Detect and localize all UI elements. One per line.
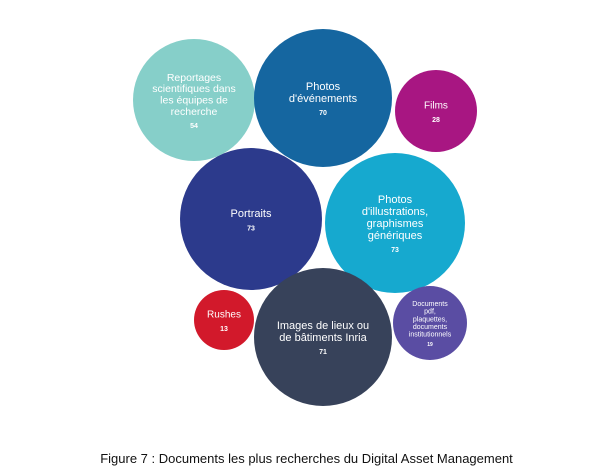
bubble-label: Images de lieux ou xyxy=(277,320,369,332)
bubble-value: 71 xyxy=(319,349,327,356)
bubble-label: recherche xyxy=(171,106,218,118)
bubble-label: Films xyxy=(424,101,448,112)
bubble-label: génériques xyxy=(368,230,423,242)
figure-caption: Figure 7 : Documents les plus recherches… xyxy=(100,451,513,466)
bubble-label: Photos xyxy=(378,194,413,206)
bubble-value: 70 xyxy=(319,110,327,117)
bubble: Documentspdf,plaquettes,documentsinstitu… xyxy=(393,286,467,360)
bubble-circle xyxy=(133,39,255,161)
bubble-label: de bâtiments Inria xyxy=(279,332,367,344)
bubble-label: Photos xyxy=(306,81,341,93)
bubble-label: Reportages xyxy=(167,72,221,84)
bubble-value: 28 xyxy=(432,117,440,124)
bubble-circle xyxy=(325,153,465,293)
bubble-value: 73 xyxy=(247,225,255,232)
bubble-circle xyxy=(180,148,322,290)
bubble-circle xyxy=(393,286,467,360)
bubble: Portraits 73 xyxy=(180,148,322,290)
bubble-label: pdf, xyxy=(424,309,436,316)
bubble: Rushes 13 xyxy=(194,290,254,350)
bubble-label: documents xyxy=(413,324,448,331)
bubble-value: 54 xyxy=(190,123,198,130)
bubble-label: les équipes de xyxy=(160,95,228,107)
bubble-circle xyxy=(254,29,392,167)
bubble-value: 13 xyxy=(220,326,228,333)
bubble-circle xyxy=(254,268,392,406)
bubble-value: 19 xyxy=(427,342,433,348)
bubble-label: Portraits xyxy=(231,208,272,220)
bubble-label: Documents xyxy=(412,301,448,308)
bubble-value: 73 xyxy=(391,247,399,254)
bubble: Films 28 xyxy=(395,70,477,152)
bubble-label: graphismes xyxy=(367,218,424,230)
bubble-label: Rushes xyxy=(207,310,241,321)
bubble-circle xyxy=(194,290,254,350)
bubble-label: institutionnels xyxy=(409,331,452,338)
bubble-label: plaquettes, xyxy=(413,316,447,323)
bubble-circle xyxy=(395,70,477,152)
bubble-label: d'illustrations, xyxy=(362,206,428,218)
bubble: Photosd'illustrations,graphismesgénériqu… xyxy=(325,153,465,293)
bubble-label: d'événements xyxy=(289,93,358,105)
bubble-label: scientifiques dans xyxy=(152,83,235,95)
